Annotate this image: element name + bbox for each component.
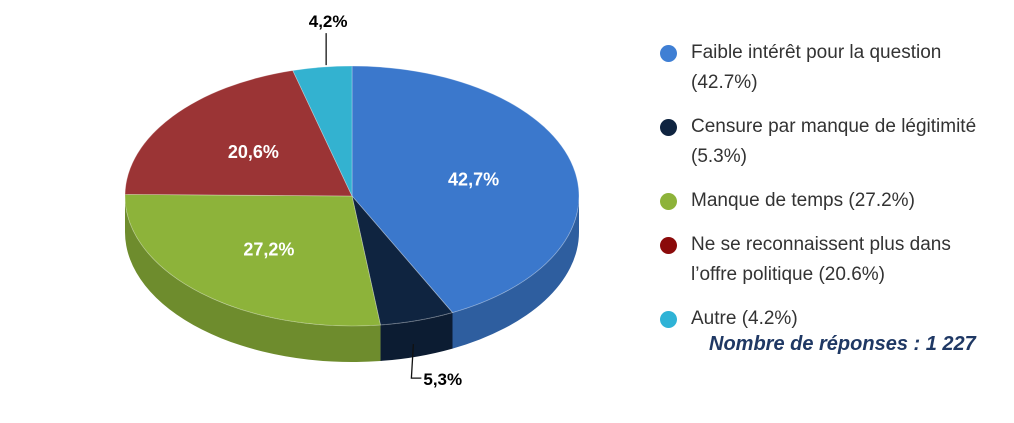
legend-item-1: Censure par manque de légitimité (5.3%)	[660, 112, 1000, 172]
legend-item-4: Autre (4.2%)	[660, 304, 1000, 334]
legend-label-0: Faible intérêt pour la question (42.7%)	[691, 42, 942, 93]
pie-labels: 42,7% 5,3% 27,2% 20,6% 4,2%	[228, 12, 499, 389]
legend-label-1: Censure par manque de légitimité (5.3%)	[691, 116, 977, 167]
slice-label-2: 27,2%	[243, 239, 294, 259]
pie-slice-4	[292, 65, 353, 197]
slice-label-1: 5,3%	[423, 370, 462, 389]
chart-legend: Faible intérêt pour la question (42.7%) C…	[660, 38, 1000, 348]
pie-slice-0	[351, 65, 580, 314]
pie-slice-2	[124, 193, 381, 327]
legend-item-0: Faible intérêt pour la question (42.7%)	[660, 38, 1000, 98]
slice-label-3: 20,6%	[228, 142, 279, 162]
response-count: Nombre de réponses : 1 227	[709, 333, 976, 355]
pie-sides	[125, 196, 579, 362]
pie-slice-3	[124, 70, 353, 197]
legend-label-3: Ne se reconnaissent plus dans l’offre po…	[691, 234, 951, 285]
legend-swatch-4	[660, 311, 677, 328]
legend-swatch-3	[660, 237, 677, 254]
legend-swatch-2	[660, 193, 677, 210]
leader-line-1	[410, 344, 422, 379]
pie-top	[124, 65, 580, 327]
pie-side-1	[380, 312, 453, 361]
slice-label-4: 4,2%	[309, 12, 348, 31]
legend-swatch-1	[660, 119, 677, 136]
slice-label-0: 42,7%	[448, 170, 499, 190]
pie-slice-1	[351, 195, 454, 326]
legend-item-2: Manque de temps (27.2%)	[660, 186, 1000, 216]
legend-label-4: Autre (4.2%)	[691, 308, 798, 329]
legend-label-2: Manque de temps (27.2%)	[691, 190, 915, 211]
legend-swatch-0	[660, 45, 677, 62]
legend-item-3: Ne se reconnaissent plus dans l’offre po…	[660, 230, 1000, 290]
pie-side-0	[452, 196, 579, 349]
pie-side-2	[125, 196, 381, 362]
